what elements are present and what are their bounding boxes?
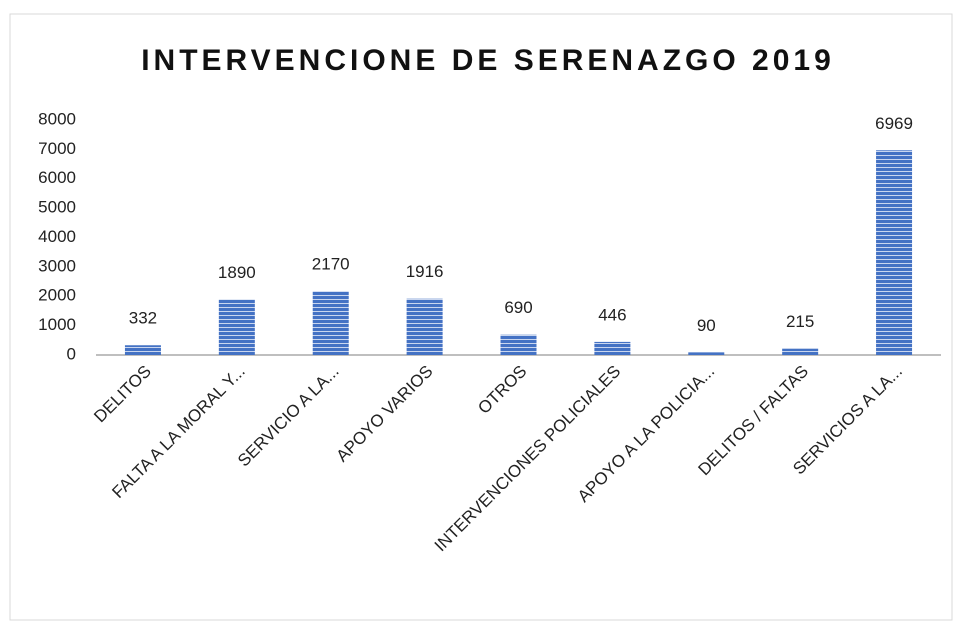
y-tick-label: 8000 [38, 109, 76, 128]
y-tick-label: 2000 [38, 286, 76, 305]
value-label: 215 [786, 312, 814, 331]
value-label: 6969 [875, 114, 913, 133]
y-tick-label: 1000 [38, 315, 76, 334]
chart-border [9, 13, 953, 621]
value-label: 90 [697, 316, 716, 335]
y-tick-label: 6000 [38, 168, 76, 187]
value-label: 332 [129, 309, 157, 328]
y-tick-label: 4000 [38, 227, 76, 246]
chart-title: INTERVENCIONE DE SERENAZGO 2019 [141, 44, 835, 77]
bar [406, 298, 443, 355]
x-tick-label: APOYO VARIOS [333, 362, 437, 466]
value-label: 2170 [312, 255, 350, 274]
bar [124, 345, 161, 355]
y-tick-label: 5000 [38, 198, 76, 217]
bar [312, 291, 349, 355]
value-label: 690 [504, 298, 532, 317]
value-label: 1890 [218, 263, 256, 282]
value-label: 1916 [406, 262, 444, 281]
bar [782, 348, 819, 355]
bar [218, 299, 255, 355]
bar [594, 341, 631, 355]
y-tick-label: 3000 [38, 256, 76, 275]
bar [876, 150, 913, 355]
bar [500, 334, 537, 355]
y-tick-label: 0 [67, 344, 76, 363]
bar [688, 352, 725, 355]
y-tick-label: 7000 [38, 139, 76, 158]
value-label: 446 [598, 305, 626, 324]
x-tick-label: SERVICIO A LA... [234, 362, 343, 471]
x-tick-label: INTERVENCIONES POLICIALES [431, 362, 625, 556]
x-tick-label: DELITOS [90, 362, 155, 427]
x-tick-label: OTROS [474, 362, 530, 418]
